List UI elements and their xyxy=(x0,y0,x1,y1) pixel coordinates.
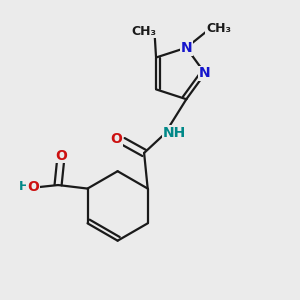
Text: CH₃: CH₃ xyxy=(206,22,231,35)
Text: N: N xyxy=(181,41,192,55)
Text: O: O xyxy=(27,180,39,194)
Text: NH: NH xyxy=(163,126,186,140)
Text: N: N xyxy=(199,66,211,80)
Text: O: O xyxy=(110,132,122,146)
Text: H: H xyxy=(18,180,29,193)
Text: O: O xyxy=(56,148,67,163)
Text: CH₃: CH₃ xyxy=(131,25,156,38)
